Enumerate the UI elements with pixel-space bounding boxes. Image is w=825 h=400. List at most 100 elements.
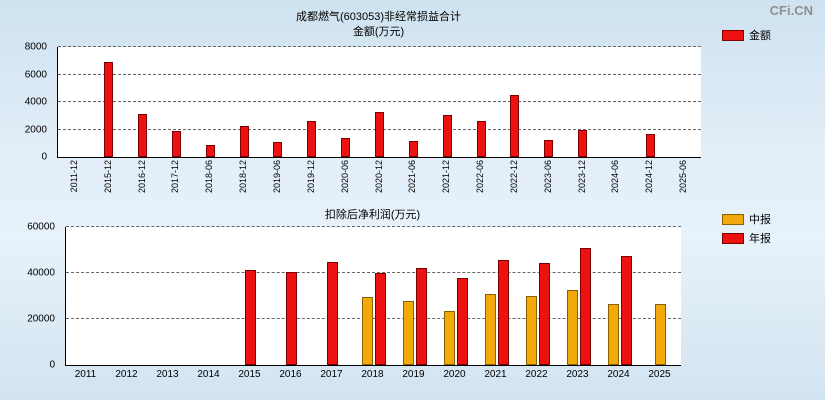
- bar-年报-2024: [620, 256, 632, 365]
- chart-title: 成都燃气(603053)非经常损益合计: [295, 11, 462, 23]
- x-tick-text: 2023: [566, 369, 589, 380]
- category-slot: [227, 47, 261, 157]
- bar-年报-2023: [579, 247, 591, 365]
- x-tick-text: 2015-12: [102, 160, 113, 194]
- x-tick-text: 2023-06: [542, 160, 553, 194]
- x-tick-label: 2023-06: [531, 160, 565, 212]
- x-axis-labels: 2011 2012 2013 2014 2015 2016 2017 2018 2019 2020…: [65, 369, 680, 383]
- x-tick-text: 2016: [279, 369, 302, 380]
- bar-中报-2024: [607, 304, 619, 365]
- category-slot: [430, 47, 464, 157]
- x-tick-text: 2024-06: [610, 160, 621, 194]
- bar-金额-2020-06: [341, 137, 351, 157]
- x-tick-text: 2019: [402, 369, 425, 380]
- bar-金额-2024-12: [645, 134, 655, 157]
- category-slot: [193, 47, 227, 157]
- y-tick-label: 8000: [24, 41, 47, 53]
- bar-金额-2023-06: [544, 139, 554, 157]
- y-tick-label: 40000: [27, 267, 55, 279]
- category-slot: [66, 227, 107, 365]
- x-tick-text: 2018-12: [238, 160, 249, 194]
- category-slot: [261, 47, 295, 157]
- x-tick-label: 2016: [270, 369, 311, 383]
- bar-金额-2023-12: [578, 129, 588, 157]
- category-slot: [435, 227, 476, 365]
- x-tick-text: 2020-12: [373, 160, 384, 194]
- x-tick-label: 2024-06: [599, 160, 633, 212]
- x-tick-label: 2016-12: [125, 160, 159, 212]
- x-tick-text: 2020-06: [339, 160, 350, 194]
- x-tick-text: 2021-12: [441, 160, 452, 194]
- category-slot: [558, 227, 599, 365]
- bar-中报-2023: [566, 290, 578, 365]
- x-tick-text: 2024-12: [644, 160, 655, 194]
- bar-金额-2018-06: [205, 144, 215, 157]
- plot-area: [57, 46, 701, 158]
- category-slot: [230, 227, 271, 365]
- legend-swatch: [722, 213, 744, 225]
- bar-金额-2022-06: [476, 121, 486, 157]
- chart-title: 扣除后净利润(万元): [324, 209, 421, 221]
- x-tick-text: 2025: [648, 369, 671, 380]
- y-tick-label: 4000: [24, 96, 47, 108]
- category-slot: [599, 227, 640, 365]
- x-tick-label: 2025: [639, 369, 680, 383]
- x-tick-text: 2025-06: [678, 160, 689, 194]
- bar-金额-2017-12: [171, 130, 181, 157]
- bar-金额-2021-12: [442, 115, 452, 157]
- bar-年报-2015: [245, 269, 256, 365]
- legend: 中报 年报: [722, 211, 771, 246]
- x-tick-label: 2011: [65, 369, 106, 383]
- x-tick-label: 2011-12: [57, 160, 91, 212]
- bar-年报-2022: [538, 262, 550, 365]
- legend-item-年报: 年报: [722, 230, 771, 246]
- x-tick-text: 2020: [443, 369, 466, 380]
- y-axis: 0 2000 4000 6000 8000: [0, 42, 52, 163]
- x-tick-label: 2019-06: [260, 160, 294, 212]
- category-slot: [532, 47, 566, 157]
- bar-中报-2025: [655, 304, 666, 365]
- x-tick-label: 2021-06: [395, 160, 429, 212]
- bar-金额-2021-06: [408, 140, 418, 157]
- x-tick-label: 2020-12: [362, 160, 396, 212]
- legend-item-金额: 金额: [722, 27, 771, 43]
- category-slot: [640, 227, 681, 365]
- bar-金额-2018-12: [239, 126, 249, 157]
- x-tick-label: 2021-12: [429, 160, 463, 212]
- x-tick-text: 2015: [238, 369, 261, 380]
- x-tick-text: 2022: [525, 369, 548, 380]
- x-tick-label: 2019-12: [294, 160, 328, 212]
- category-slot: [160, 47, 194, 157]
- y-tick-label: 2000: [24, 124, 47, 135]
- category-slot: [517, 227, 558, 365]
- category-slot: [312, 227, 353, 365]
- x-tick-label: 2022-12: [497, 160, 531, 212]
- category-slot: [667, 47, 701, 157]
- bar-中报-2019: [402, 301, 414, 365]
- bar-金额-2020-12: [375, 111, 385, 157]
- legend-label: 年报: [749, 233, 771, 245]
- legend-label: 中报: [749, 214, 771, 226]
- legend-label: 金额: [749, 30, 771, 42]
- category-slot: [92, 47, 126, 157]
- bar-年报-2016: [286, 271, 297, 365]
- gridline: [66, 226, 681, 227]
- x-tick-text: 2012: [115, 369, 138, 380]
- category-slot: [363, 47, 397, 157]
- x-tick-label: 2020-06: [328, 160, 362, 212]
- x-tick-label: 2018-12: [226, 160, 260, 212]
- x-tick-label: 2013: [147, 369, 188, 383]
- x-tick-label: 2024-12: [632, 160, 666, 212]
- category-slot: [353, 227, 394, 365]
- category-slot: [600, 47, 634, 157]
- x-tick-text: 2021-06: [407, 160, 418, 194]
- x-tick-label: 2012: [106, 369, 147, 383]
- gridline: [66, 318, 681, 319]
- gridline: [58, 46, 701, 47]
- bar-中报-2020: [443, 310, 455, 365]
- x-tick-text: 2016-12: [136, 160, 147, 194]
- x-tick-text: 2022-06: [475, 160, 486, 194]
- x-tick-text: 2011-12: [68, 160, 79, 193]
